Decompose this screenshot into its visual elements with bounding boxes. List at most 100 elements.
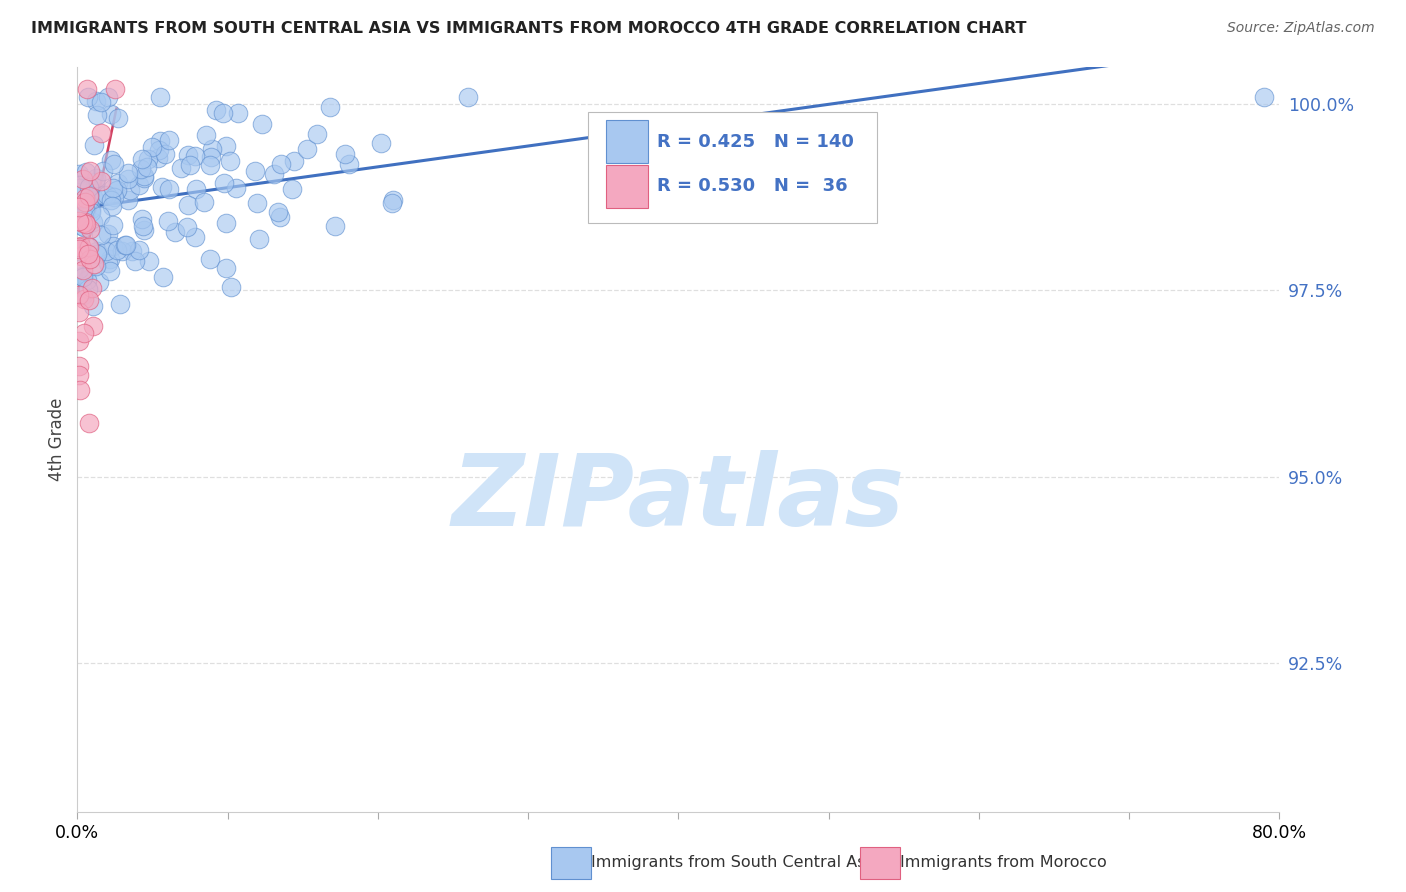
Point (77, 282, 100, 296)
Point (184, 182, 207, 196)
Point (69, 383, 91, 397)
Text: R = 0.530   N =  36: R = 0.530 N = 36 (657, 178, 848, 195)
Point (67, 368, 90, 382)
Point (295, 143, 318, 157)
Point (117, 193, 139, 207)
Point (91, 164, 114, 178)
Text: Immigrants from Morocco: Immigrants from Morocco (900, 855, 1107, 870)
Point (193, 195, 215, 210)
Text: R = 0.425   N = 140: R = 0.425 N = 140 (657, 133, 853, 151)
Point (77, 416, 100, 430)
Point (200, 252, 222, 266)
Point (157, 133, 180, 147)
Point (103, 82, 125, 96)
Point (79, 240, 101, 254)
Point (80, 281, 103, 295)
Point (86, 247, 108, 261)
Point (218, 153, 240, 168)
Point (82, 318, 104, 333)
Point (103, 157, 125, 171)
Point (132, 171, 155, 186)
Point (97, 227, 120, 242)
Point (77, 187, 100, 202)
Point (105, 183, 128, 197)
Point (184, 229, 207, 244)
Point (90, 174, 112, 188)
Point (73, 219, 96, 234)
Point (77, 188, 100, 202)
Point (177, 197, 200, 211)
Point (77, 293, 100, 307)
Point (90, 126, 112, 140)
Point (108, 296, 131, 310)
Point (101, 199, 124, 213)
Point (84, 259, 107, 273)
Point (170, 161, 193, 176)
Point (118, 183, 141, 197)
Point (267, 205, 290, 219)
Point (79, 164, 101, 178)
Point (69, 242, 91, 256)
Point (215, 216, 238, 230)
Point (305, 127, 328, 141)
Point (90, 95, 112, 109)
Text: Immigrants from South Central Asia: Immigrants from South Central Asia (591, 855, 879, 870)
Point (82, 189, 104, 203)
Point (319, 100, 342, 114)
Point (215, 260, 238, 275)
Point (212, 106, 235, 120)
Point (157, 182, 180, 196)
Point (131, 162, 153, 177)
Point (73, 326, 96, 340)
Point (97, 255, 120, 269)
Point (247, 232, 270, 246)
Point (69, 249, 91, 263)
Point (70, 269, 93, 284)
Point (82, 214, 104, 228)
Point (97, 89, 120, 103)
Text: ZIPatlas: ZIPatlas (451, 450, 905, 548)
Point (219, 280, 242, 294)
FancyBboxPatch shape (606, 165, 648, 208)
Point (67, 359, 90, 373)
FancyBboxPatch shape (588, 112, 877, 223)
Point (80, 204, 103, 219)
Point (76, 239, 98, 253)
Point (94, 244, 117, 258)
Point (155, 147, 177, 161)
Point (79, 222, 101, 236)
Point (370, 136, 392, 150)
Point (246, 195, 269, 210)
Point (83, 257, 105, 271)
Point (72, 263, 94, 277)
Point (105, 243, 128, 257)
Point (72, 209, 94, 223)
Point (67, 240, 90, 254)
Point (76, 89, 98, 103)
Point (73, 202, 96, 217)
Point (270, 157, 292, 171)
Point (281, 182, 304, 196)
Point (228, 105, 250, 120)
Point (73, 190, 96, 204)
Point (283, 154, 305, 169)
Point (101, 218, 124, 232)
Point (73, 292, 96, 306)
Point (67, 200, 90, 214)
Point (335, 146, 357, 161)
Point (195, 128, 218, 142)
Point (82, 299, 104, 313)
Point (156, 214, 179, 228)
Point (86, 244, 108, 258)
Point (121, 244, 143, 258)
Point (69, 213, 91, 227)
Point (177, 148, 200, 162)
Point (1253, 89, 1275, 103)
Point (84, 94, 107, 108)
Point (131, 153, 153, 167)
Point (134, 223, 156, 237)
Point (132, 169, 155, 183)
Point (457, 89, 479, 103)
Point (107, 111, 129, 125)
Point (86, 108, 108, 122)
